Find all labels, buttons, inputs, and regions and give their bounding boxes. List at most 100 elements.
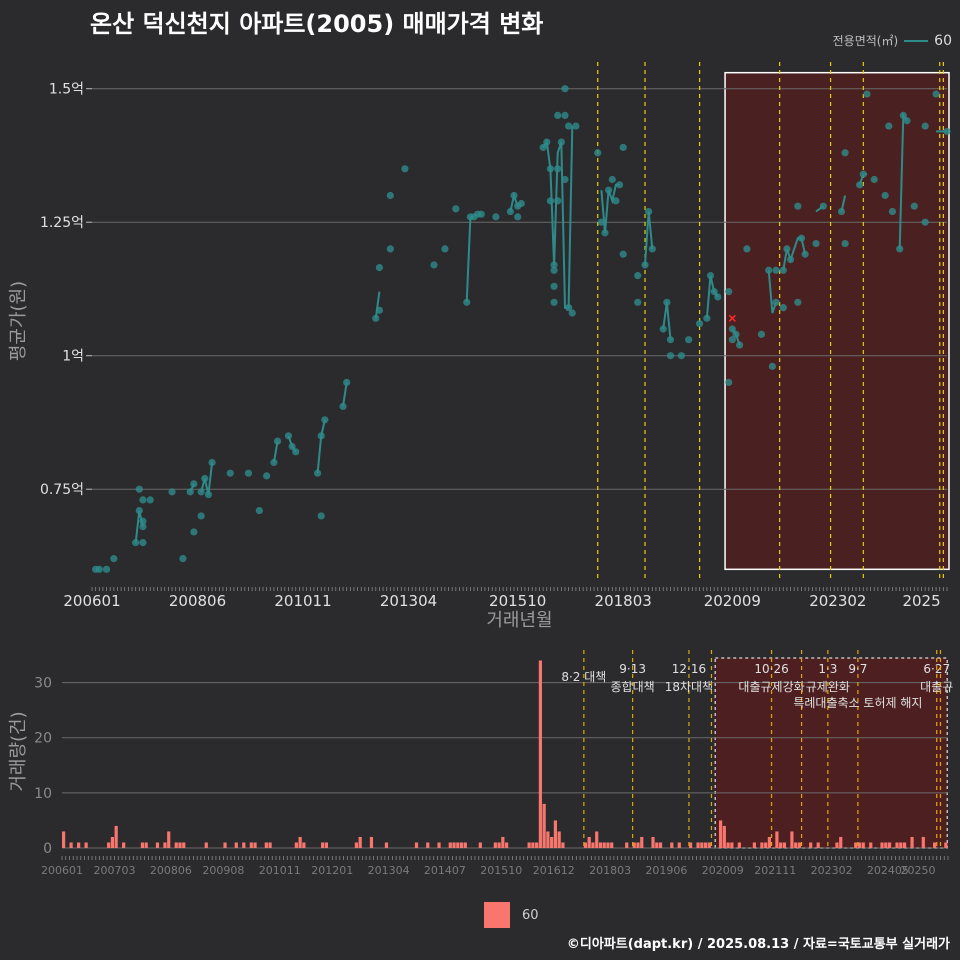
volume-bar: [737, 842, 741, 848]
volume-bar: [677, 842, 681, 848]
data-point: [441, 245, 449, 253]
volume-bar: [321, 842, 325, 848]
volume-bar: [223, 842, 227, 848]
data-point: [565, 304, 573, 312]
y-tick-label: 1.5억: [49, 82, 84, 98]
volume-bar: [531, 842, 535, 848]
volume-bar: [752, 842, 756, 848]
data-point: [772, 298, 780, 306]
y-tick-label: 0: [43, 841, 52, 857]
data-point: [102, 565, 111, 573]
volume-bar: [794, 842, 798, 848]
policy-name-label: 규제완화: [806, 680, 850, 694]
volume-bar: [140, 842, 145, 848]
data-point: [452, 205, 460, 213]
volume-bar: [899, 842, 903, 848]
volume-bar: [448, 842, 452, 848]
footer-credit: ©디아파트(dapt.kr) / 2025.08.13 / 자료=국토교통부 실…: [566, 937, 950, 952]
x-tick-label: 20250: [900, 864, 935, 877]
volume-bar: [610, 842, 614, 848]
y-tick-label: 30: [34, 676, 52, 692]
price-chart: 0.75억 1억 1.25억 1.5억 200601 200806 201011 201304…: [8, 62, 951, 631]
data-point: [546, 197, 555, 205]
data-point: [201, 474, 209, 483]
data-point: [321, 416, 329, 424]
y-axis-title: 평균가(원): [8, 281, 29, 361]
volume-bar: [587, 836, 591, 848]
data-point: [634, 272, 642, 280]
data-point: [572, 122, 580, 130]
data-point: [317, 512, 325, 520]
volume-bar: [384, 842, 389, 848]
volume-bar: [632, 842, 636, 848]
volume-bar: [932, 842, 937, 848]
volume-bar: [204, 842, 208, 848]
data-point: [375, 306, 384, 314]
volume-bar: [527, 842, 531, 848]
volume-bar: [298, 836, 302, 848]
highlight-range-box: [714, 657, 948, 849]
data-point: [565, 122, 573, 130]
data-point: [139, 522, 147, 531]
volume-bar: [880, 842, 884, 848]
data-point: [95, 565, 103, 573]
volume-bar: [538, 660, 542, 848]
volume-bar: [456, 842, 460, 848]
volume-chart: 0 10 20 30 8·2 대책 9·13 종합대책 12·16 18차대책 10·26 대출규제…: [8, 650, 953, 877]
volume-bar: [107, 842, 111, 848]
data-point: [619, 143, 627, 152]
data-point: [139, 496, 147, 504]
data-point: [812, 239, 820, 248]
data-point: [605, 186, 613, 194]
data-point: [554, 165, 562, 173]
policy-date-label: 6·27: [923, 662, 950, 676]
series-line-segment: [200, 462, 214, 495]
data-point: [208, 458, 216, 467]
data-point: [725, 288, 733, 296]
volume-bar: [110, 836, 115, 848]
data-point: [263, 472, 271, 480]
data-point: [706, 272, 715, 280]
data-point: [856, 181, 864, 189]
policy-date-label: 9·7: [848, 662, 867, 676]
policy-date-label: 8·2 대책: [561, 669, 606, 684]
volume-bar: [869, 842, 873, 848]
data-point: [190, 480, 198, 488]
data-point: [288, 442, 296, 451]
volume-bar: [670, 842, 674, 848]
x-axis-title: 거래년월: [486, 610, 552, 631]
data-point: [550, 298, 558, 306]
data-point: [401, 165, 409, 173]
volume-bar: [437, 842, 441, 848]
data-point: [557, 138, 565, 146]
data-point: [313, 469, 322, 477]
data-point: [896, 245, 904, 253]
data-point: [703, 314, 711, 322]
legend-top-line-swatch: [904, 39, 929, 42]
series-line-segment: [342, 382, 348, 407]
volume-bar: [501, 836, 505, 848]
volume-bar: [163, 842, 167, 848]
data-point: [135, 485, 143, 493]
policy-date-label: 12·16: [672, 662, 706, 676]
volume-bar: [114, 825, 118, 848]
data-point: [386, 245, 394, 253]
volume-bar: [790, 831, 794, 848]
data-point: [685, 336, 693, 344]
volume-bar: [625, 842, 629, 848]
data-point: [550, 261, 558, 269]
volume-bar: [835, 842, 839, 848]
volume-bar: [722, 825, 726, 848]
y-tick-label: 20: [34, 731, 52, 747]
data-point: [510, 191, 518, 200]
volume-bar: [155, 842, 160, 848]
data-point: [601, 229, 609, 237]
data-point: [375, 263, 384, 272]
volume-bar: [535, 842, 539, 848]
x-tick-label: 201304: [380, 592, 437, 610]
data-point: [870, 175, 878, 184]
x-tick-label: 200908: [202, 864, 244, 877]
x-tick-label: 201011: [274, 592, 331, 610]
volume-bar: [505, 842, 509, 848]
volume-bar: [861, 842, 865, 848]
